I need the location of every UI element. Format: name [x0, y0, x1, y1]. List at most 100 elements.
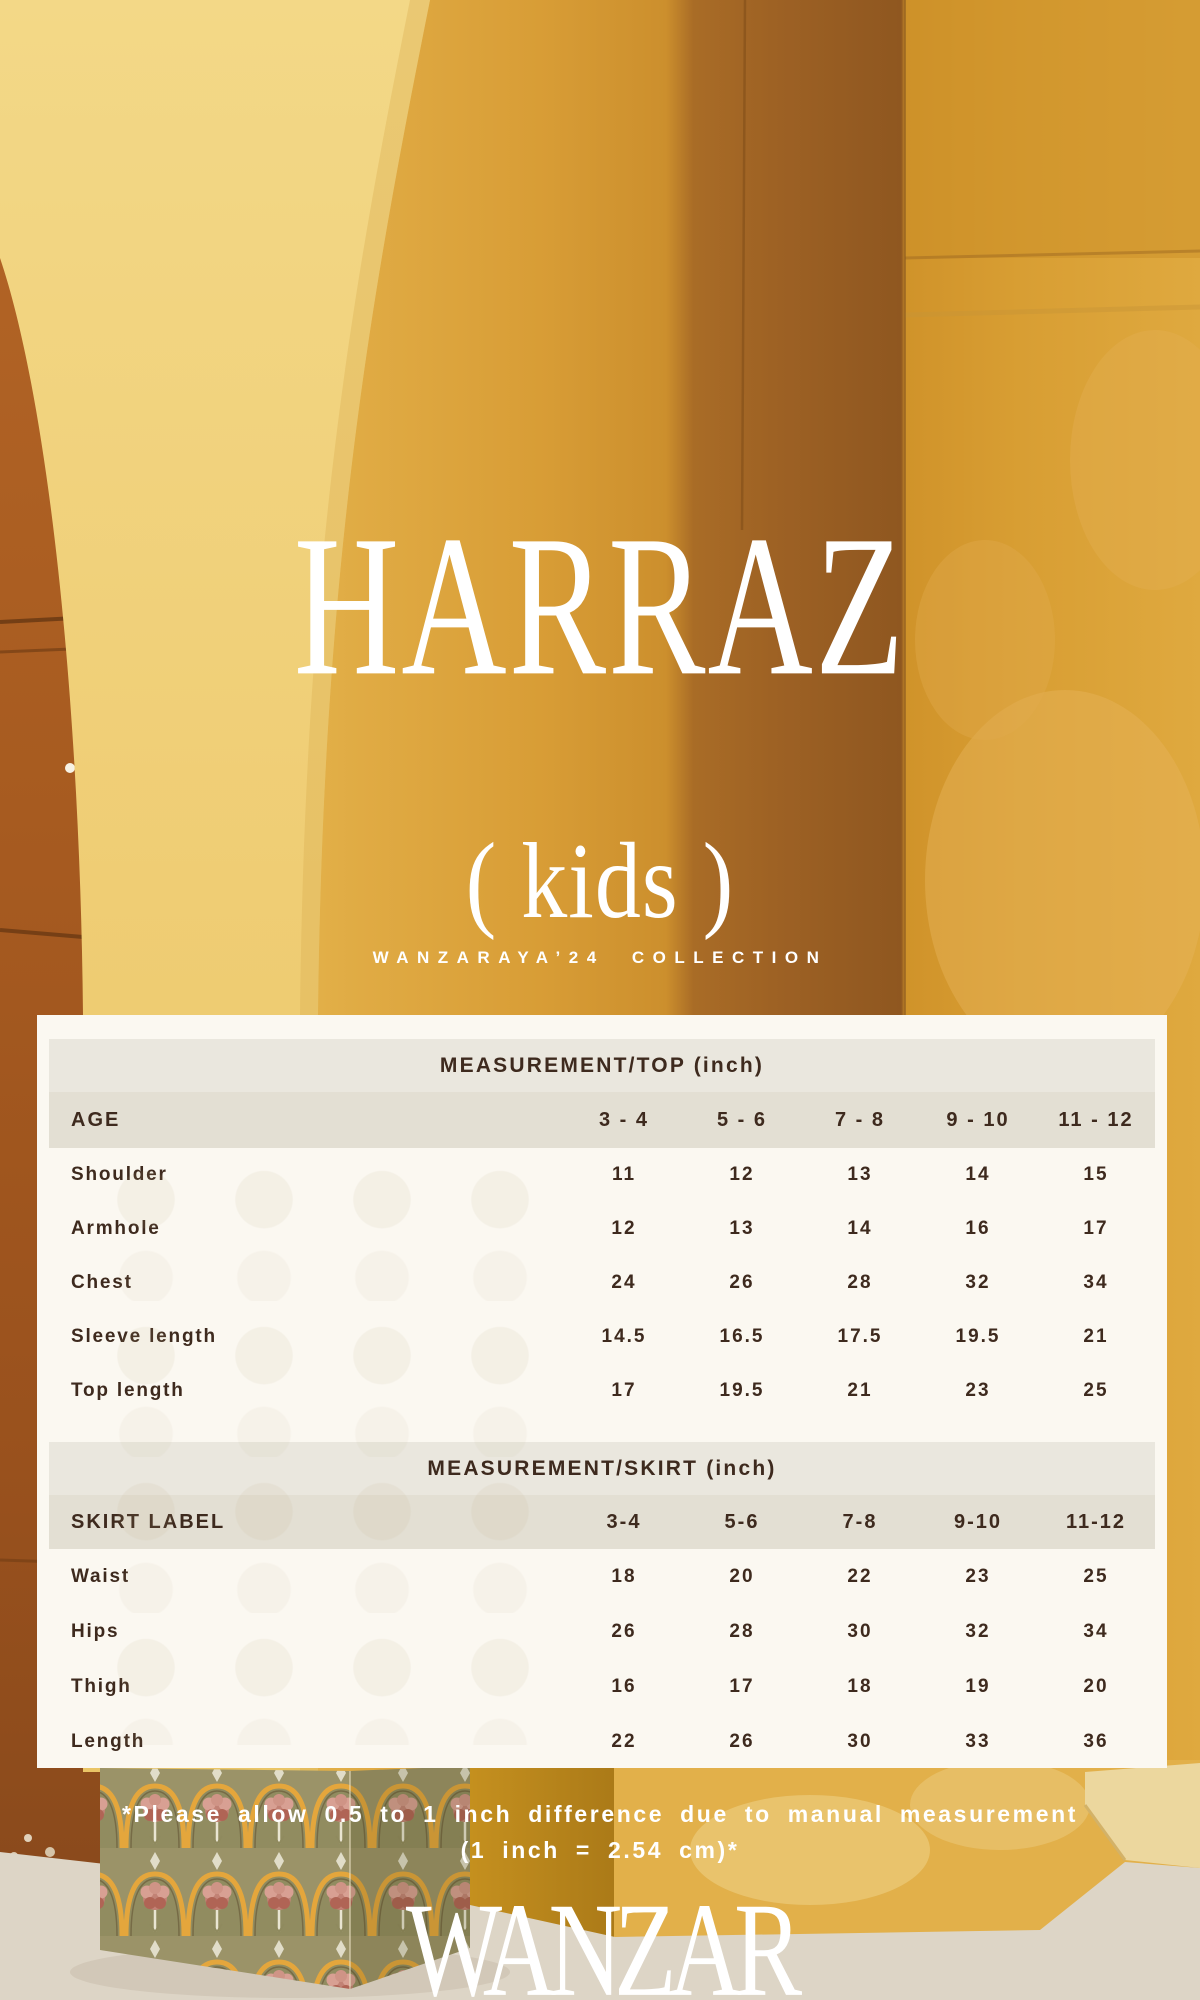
measurement-disclaimer: *Please allow 0.5 to 1 inch difference d… [0, 1796, 1200, 1868]
table-row-armhole: Armhole 12 13 14 16 17 [49, 1202, 1155, 1256]
table-row-chest: Chest 24 26 28 32 34 [49, 1256, 1155, 1310]
bottom-wall-smudge [910, 1760, 1090, 1850]
wood-paint-speck [45, 1847, 55, 1857]
measure-value: 30 [847, 1730, 873, 1752]
disclaimer-line-1: *Please allow 0.5 to 1 inch difference d… [121, 1801, 1079, 1827]
measure-value: 11 [611, 1164, 637, 1185]
floral-box-front-face [100, 1768, 350, 1989]
measure-value: 17 [611, 1380, 637, 1401]
platform-edge [1083, 1804, 1127, 1861]
product-variant: ( kids ) [465, 820, 735, 941]
wall-seam-horizontal-1 [904, 249, 1200, 260]
measure-value: 16 [611, 1675, 637, 1697]
measure-value: 22 [611, 1730, 637, 1752]
size-column-header: 3 - 4 [598, 1108, 650, 1131]
size-column-header: 9-10 [953, 1510, 1003, 1533]
measure-value: 36 [1083, 1730, 1109, 1752]
disclaimer-line-2: (1 inch = 2.54 cm)* [460, 1837, 740, 1863]
measure-label: Armhole [71, 1218, 161, 1239]
platform [1085, 1763, 1200, 1868]
measure-value: 21 [1083, 1326, 1109, 1347]
measure-value: 20 [1083, 1675, 1109, 1697]
measure-label: Hips [71, 1620, 120, 1642]
table-row-sleeve-length: Sleeve length 14.5 16.5 17.5 19.5 21 [49, 1310, 1155, 1364]
measure-value: 14 [847, 1218, 873, 1239]
table-row-waist: Waist 18 20 22 23 25 [49, 1549, 1155, 1604]
skirt-label-header: SKIRT LABEL [71, 1510, 226, 1533]
measure-value: 13 [729, 1218, 755, 1239]
size-column-header: 11-12 [1065, 1510, 1127, 1533]
measure-value: 13 [847, 1164, 873, 1185]
measure-value: 34 [1083, 1620, 1109, 1642]
measure-value: 12 [729, 1164, 755, 1185]
size-column-header: 7-8 [842, 1510, 878, 1533]
measure-value: 22 [847, 1565, 873, 1587]
wall-top-right-shade [905, 0, 1200, 258]
measure-value: 18 [847, 1675, 873, 1697]
size-column-header: 3-4 [606, 1510, 642, 1533]
measure-value: 32 [965, 1272, 991, 1293]
wall-paint-smudge [925, 690, 1200, 1070]
measure-value: 18 [611, 1565, 637, 1587]
floral-box [100, 1766, 470, 1989]
measure-value: 21 [847, 1380, 873, 1401]
measure-value: 15 [1083, 1164, 1109, 1185]
measure-value: 19 [965, 1675, 991, 1697]
measure-label: Top length [71, 1380, 185, 1401]
measure-value: 23 [965, 1380, 991, 1401]
table-row-thigh: Thigh 16 17 18 19 20 [49, 1659, 1155, 1714]
measure-label: Chest [71, 1272, 133, 1293]
measure-value: 34 [1083, 1272, 1109, 1293]
measure-value: 12 [611, 1218, 637, 1239]
wall-seam-horizontal-2 [904, 304, 1200, 318]
table-row-hips: Hips 26 28 30 32 34 [49, 1604, 1155, 1659]
measurement-panel: MEASUREMENT/TOP (inch) AGE 3 - 4 5 - 6 7… [37, 1015, 1167, 1768]
size-column-header: 7 - 8 [834, 1108, 886, 1131]
measure-label: Shoulder [71, 1164, 168, 1185]
bottom-wall-smudge [690, 1795, 930, 1905]
measure-value: 16 [965, 1218, 991, 1239]
table-spacer [49, 1418, 1155, 1442]
measure-value: 33 [965, 1730, 991, 1752]
wall-paint-smudge [1070, 330, 1200, 590]
age-header-label: AGE [71, 1108, 121, 1131]
measure-value: 14 [965, 1164, 991, 1185]
measure-value: 28 [847, 1272, 873, 1293]
floral-box-right-face [350, 1766, 470, 1989]
collection-label: WANZARAYA’24 COLLECTION [372, 948, 828, 967]
table-row-top-length: Top length 17 19.5 21 23 25 [49, 1364, 1155, 1418]
skirt-table-title: MEASUREMENT/SKIRT (inch) [49, 1442, 1155, 1495]
measure-value: 25 [1083, 1565, 1109, 1587]
measure-label: Thigh [71, 1675, 132, 1697]
wall-paint-smudge [915, 540, 1055, 740]
measure-value: 26 [611, 1620, 637, 1642]
wood-paint-speck [65, 763, 75, 773]
size-column-header: 9 - 10 [946, 1108, 1010, 1131]
floral-box-right-face-shade [350, 1766, 470, 1989]
measure-value: 19.5 [955, 1326, 1001, 1347]
top-table-size-header-row: AGE 3 - 4 5 - 6 7 - 8 9 - 10 11 - 12 [49, 1092, 1155, 1148]
measure-value: 16.5 [719, 1326, 765, 1347]
size-column-header: 5-6 [724, 1510, 760, 1533]
measure-value: 17.5 [837, 1326, 883, 1347]
measure-value: 28 [729, 1620, 755, 1642]
measure-value: 14.5 [601, 1326, 647, 1347]
measure-value: 24 [611, 1272, 637, 1293]
wall-seam-vertical [740, 0, 747, 531]
measure-value: 17 [1083, 1218, 1109, 1239]
wood-paint-speck [24, 1834, 32, 1842]
table-row-shoulder: Shoulder 11 12 13 14 15 [49, 1148, 1155, 1202]
measure-value: 23 [965, 1565, 991, 1587]
top-table-title: MEASUREMENT/TOP (inch) [49, 1039, 1155, 1092]
measure-value: 20 [729, 1565, 755, 1587]
brand-logo: WANZAR [405, 1876, 802, 2000]
measure-label: Sleeve length [71, 1326, 217, 1347]
measure-value: 26 [729, 1272, 755, 1293]
measure-value: 25 [1083, 1380, 1109, 1401]
measure-value: 19.5 [719, 1380, 765, 1401]
product-title: HARRAZ [293, 493, 907, 718]
measure-value: 26 [729, 1730, 755, 1752]
size-column-header: 11 - 12 [1058, 1108, 1134, 1131]
skirt-table-size-header-row: SKIRT LABEL 3-4 5-6 7-8 9-10 11-12 [49, 1495, 1155, 1549]
